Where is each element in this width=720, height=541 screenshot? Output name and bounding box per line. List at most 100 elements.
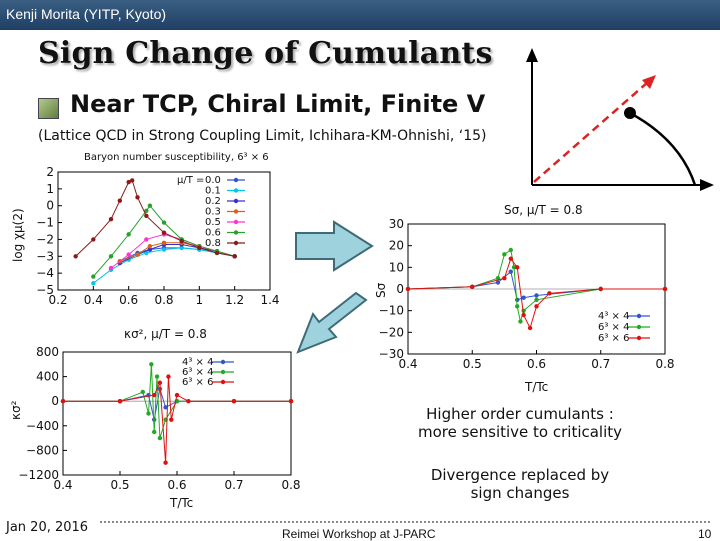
data-point (502, 275, 507, 281)
data-point (147, 203, 153, 208)
legend-entry-label: 0.2 (205, 196, 221, 207)
data-point (231, 399, 237, 404)
down-left-arrow-icon (296, 291, 368, 354)
legend-marker (233, 177, 239, 183)
data-point (91, 274, 96, 279)
legend-entry-label: 0.6 (205, 228, 221, 239)
x-tick-label: 0.4 (398, 357, 417, 371)
legend-marker (233, 219, 239, 225)
data-point (144, 213, 149, 219)
chart2-title: Sσ, μ/T = 0.8 (504, 203, 583, 217)
y-tick-label: 0 (396, 282, 404, 296)
data-point (161, 220, 167, 225)
y-tick-label: −3 (36, 249, 54, 263)
x-tick-label: 1.2 (225, 293, 244, 307)
data-point (130, 178, 135, 183)
y-tick-label: 20 (389, 239, 404, 253)
data-point (163, 405, 168, 410)
data-point (144, 237, 149, 242)
note-higher-order: Higher order cumulants : more sensitive … (400, 405, 640, 441)
legend-marker (220, 379, 226, 385)
kurtosis-chart: κσ², μ/T = 0.8 κσ² T/Tc 0.4 0.5 0.6 0.7 0.8 8… (9, 327, 301, 510)
legend-marker (233, 209, 239, 214)
x-tick-label: 0.8 (655, 357, 674, 371)
y-tick-label: 0 (51, 394, 59, 408)
data-point (179, 238, 184, 244)
data-point (518, 319, 523, 324)
legend-marker (636, 324, 642, 330)
data-point (108, 265, 114, 271)
data-point (288, 399, 294, 404)
data-point (470, 284, 475, 290)
data-point (108, 217, 114, 222)
data-point (147, 243, 153, 249)
x-tick-label: 0.4 (84, 293, 103, 307)
data-point (179, 245, 184, 251)
y-tick-label: 0 (46, 199, 54, 213)
footer-venue: Reimei Workshop at J-PARC (282, 527, 436, 541)
y-tick-label: −30 (379, 347, 404, 361)
x-tick-label: 0.7 (591, 357, 610, 371)
right-arrow-icon (295, 220, 374, 272)
y-tick-label: 30 (389, 217, 404, 231)
x-tick-label: 0.8 (154, 293, 173, 307)
susceptibility-chart: Baryon number susceptibility, 6³ × 6 log… (11, 152, 280, 307)
legend-entry-label: 0.5 (205, 217, 221, 228)
page-number: 10 (698, 527, 712, 541)
data-point (508, 269, 513, 274)
legend-marker (220, 359, 226, 365)
data-point (521, 312, 526, 318)
x-tick-label: 0.6 (527, 357, 546, 371)
data-point (502, 252, 507, 257)
slide-title: Sign Change of Cumulants (38, 36, 493, 71)
y-tick-label: −5 (36, 283, 54, 297)
data-point (135, 195, 140, 200)
legend-entry-label: 6³ × 4 (598, 322, 629, 333)
data-point (232, 254, 237, 259)
data-point (521, 295, 526, 300)
y-tick-label: 10 (389, 260, 404, 274)
data-point (662, 286, 668, 292)
y-tick-label: 400 (36, 370, 59, 384)
data-point (166, 374, 171, 379)
data-point (146, 411, 151, 416)
data-point (126, 232, 131, 237)
reference-citation: (Lattice QCD in Strong Coupling Limit, I… (38, 128, 487, 144)
y-tick-label: −10 (379, 304, 404, 318)
data-point (527, 325, 533, 331)
x-tick-label: 1 (196, 293, 204, 307)
y-tick-label: −1200 (18, 468, 59, 482)
legend-marker (233, 230, 239, 235)
legend-entry-label: 6³ × 6 (598, 333, 629, 344)
data-point (515, 304, 520, 309)
x-tick-label: 0.6 (167, 478, 186, 492)
x-tick-label: 0.5 (463, 357, 482, 371)
data-point (214, 250, 220, 256)
data-point (161, 240, 167, 245)
note-divergence: Divergence replaced by sign changes (400, 466, 640, 502)
data-point (508, 247, 513, 253)
y-tick-label: −4 (36, 266, 54, 280)
data-point (534, 293, 539, 298)
legend-marker (233, 198, 239, 204)
x-tick-label: 0.8 (281, 478, 300, 492)
legend-entry-label: 0.3 (205, 207, 221, 218)
data-point (161, 230, 167, 235)
y-tick-label: −1 (36, 216, 54, 230)
footer-date: Jan 20, 2016 (6, 520, 89, 535)
data-point (147, 247, 153, 252)
series-line (92, 204, 235, 277)
legend-marker (220, 369, 226, 375)
legend-entry-label: 4³ × 4 (598, 311, 629, 322)
legend-marker (233, 240, 239, 246)
data-point (91, 281, 96, 286)
y-tick-label: 2 (46, 165, 54, 179)
data-point (60, 399, 66, 404)
y-tick-label: −2 (36, 232, 54, 246)
legend-marker (233, 188, 239, 193)
data-point (157, 380, 163, 385)
data-point (197, 245, 202, 251)
legend-entry-label: 6³ × 6 (182, 377, 213, 388)
footer-divider (100, 521, 710, 523)
